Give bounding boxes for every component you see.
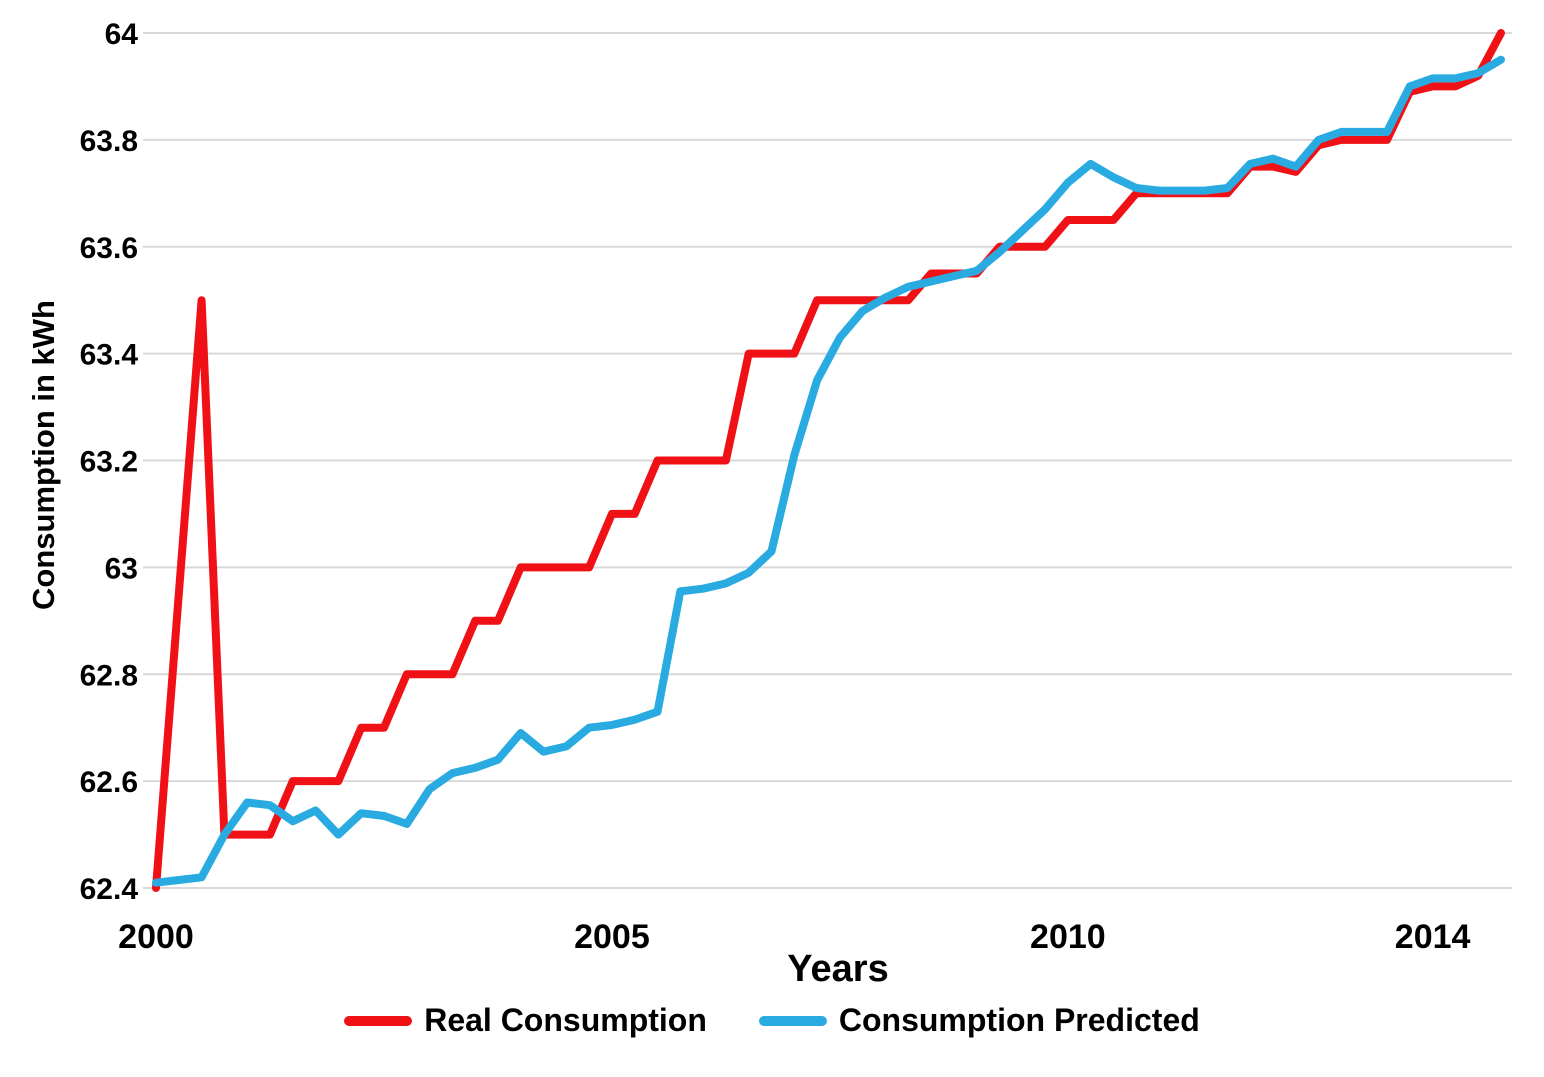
series-line-predicted xyxy=(152,55,1505,887)
x-tick-label: 2005 xyxy=(574,918,650,956)
legend-label-predicted: Consumption Predicted xyxy=(838,1002,1200,1038)
legend-item-real: Real Consumption xyxy=(344,1002,707,1039)
x-tick-label: 2010 xyxy=(1030,918,1106,956)
y-tick-label: 63 xyxy=(105,552,138,585)
y-tick-label: 63.8 xyxy=(80,125,138,158)
y-tick-label: 63.2 xyxy=(80,446,138,479)
consumption-predicted-swatch xyxy=(758,1015,827,1026)
y-tick-label: 64 xyxy=(105,18,139,51)
legend: Real Consumption Consumption Predicted xyxy=(0,1002,1544,1039)
y-axis-title: Consumption in kWh xyxy=(26,300,61,610)
y-tick-label: 63.6 xyxy=(80,232,138,265)
legend-item-predicted: Consumption Predicted xyxy=(758,1002,1200,1039)
y-tick-label: 62.8 xyxy=(80,659,138,692)
x-tick-label: 2000 xyxy=(118,918,194,956)
y-tick-label: 62.6 xyxy=(80,766,138,799)
x-tick-label: 2014 xyxy=(1395,918,1471,956)
real-consumption-swatch xyxy=(344,1015,413,1026)
series-line-real xyxy=(152,29,1505,892)
y-tick-label: 62.4 xyxy=(80,873,139,906)
legend-label-real: Real Consumption xyxy=(424,1002,707,1038)
y-tick-label: 63.4 xyxy=(80,339,139,372)
x-axis-title: Years xyxy=(787,948,889,990)
